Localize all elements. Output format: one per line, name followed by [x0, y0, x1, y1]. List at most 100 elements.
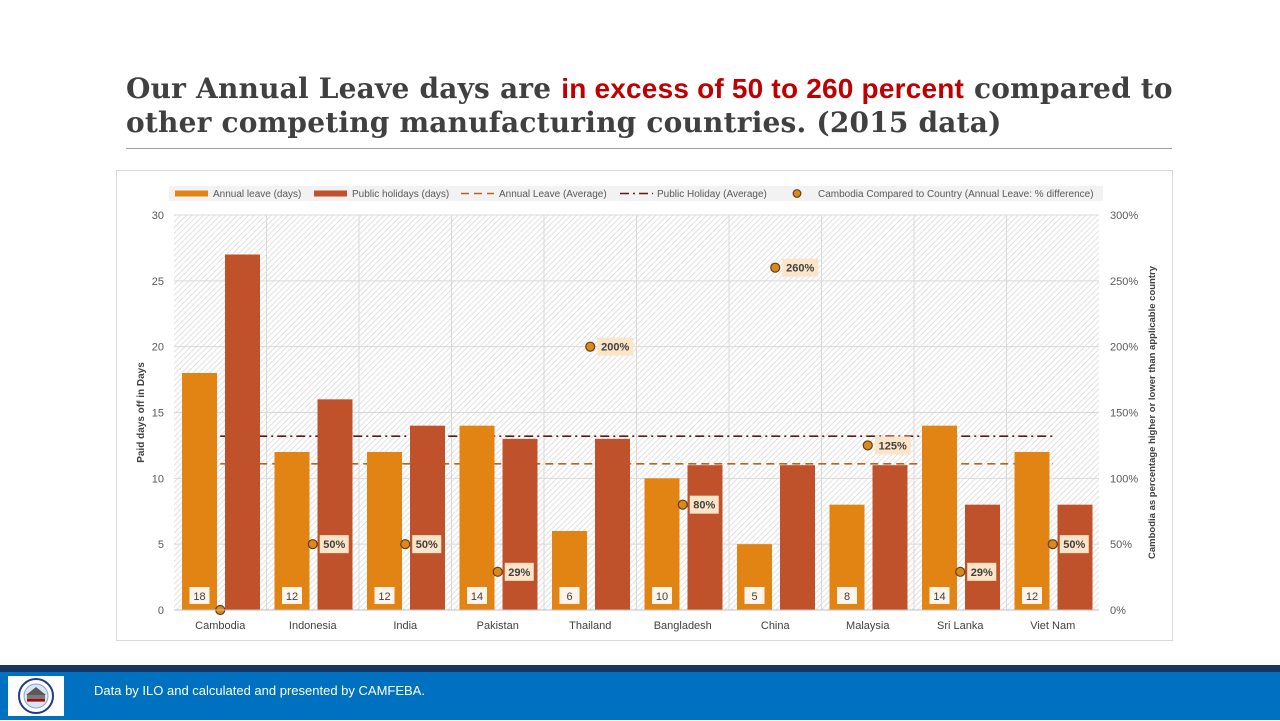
y-tick-label: 20	[152, 342, 164, 354]
annual-value-label-box	[1022, 587, 1042, 604]
public-holiday-bar	[317, 399, 353, 610]
legend-label: Public Holiday (Average)	[657, 189, 767, 200]
pct-label-box	[874, 436, 911, 455]
y-tick-label: 5	[158, 539, 164, 551]
annual-value-label: 18	[193, 591, 205, 603]
y-tick-label: 0	[158, 605, 164, 617]
pct-difference-marker	[1047, 539, 1058, 550]
y2-tick-label: 100%	[1110, 473, 1138, 485]
pct-label-box	[782, 258, 819, 277]
y2-tick-label: 150%	[1110, 408, 1138, 420]
annual-leave-bar	[459, 425, 495, 610]
legend-swatch-public	[314, 190, 347, 197]
title-divider	[126, 148, 1172, 149]
public-holiday-bar	[502, 438, 538, 610]
annual-leave-bar	[367, 452, 402, 610]
annual-value-label: 12	[1026, 591, 1038, 603]
x-tick-label: China	[761, 620, 791, 632]
legend-label: Annual Leave (Average)	[499, 189, 607, 200]
y2-tick-label: 50%	[1110, 539, 1132, 551]
annual-value-label: 12	[378, 591, 390, 603]
pct-difference-marker	[585, 341, 596, 352]
y-tick-label: 30	[152, 210, 164, 222]
slide-title: Our Annual Leave days are in excess of 5…	[126, 72, 1176, 140]
annual-leave-bar	[922, 425, 957, 610]
pct-label-box	[689, 495, 719, 514]
x-tick-label: India	[393, 620, 418, 632]
public-holiday-bar	[1057, 504, 1093, 610]
footer-source-note: Data by ILO and calculated and presented…	[94, 683, 425, 698]
annual-value-label-box	[559, 587, 580, 604]
y2-tick-label: 200%	[1110, 342, 1138, 354]
y2-tick-label: 0%	[1110, 605, 1126, 617]
legend-label: Cambodia Compared to Country (Annual Lea…	[818, 189, 1094, 200]
annual-value-label: 8	[844, 591, 850, 603]
public-holiday-bar	[872, 465, 908, 610]
pct-label: 50%	[1063, 539, 1085, 551]
annual-value-label: 14	[933, 591, 945, 603]
legend-background	[169, 186, 1103, 201]
x-tick-label: Bangladesh	[654, 620, 712, 632]
y2-tick-label: 300%	[1110, 210, 1138, 222]
x-tick-label: Pakistan	[477, 620, 519, 632]
x-tick-label: Cambodia	[195, 620, 246, 632]
camfeba-logo	[8, 676, 64, 716]
annual-value-label: 12	[286, 591, 298, 603]
y-axis-title: Paid days off in Days	[136, 362, 147, 463]
annual-leave-bar	[1014, 452, 1050, 610]
annual-value-label-box	[282, 587, 302, 604]
title-highlight: in excess of 50 to 260 percent	[561, 73, 965, 104]
camfeba-logo-icon	[18, 678, 54, 714]
title-part-1: Our Annual Leave days are	[126, 72, 562, 105]
pct-label-box	[597, 337, 634, 356]
legend-swatch-pct-marker	[792, 189, 802, 198]
x-tick-label: Viet Nam	[1030, 620, 1075, 632]
x-tick-label: Thailand	[569, 620, 611, 632]
pct-label: 80%	[693, 500, 715, 512]
pct-label-box	[967, 562, 997, 581]
public-holiday-bar	[780, 465, 815, 610]
x-tick-label: Sri Lanka	[937, 620, 984, 632]
pct-label: 29%	[971, 567, 993, 579]
annual-value-label: 6	[566, 591, 572, 603]
pct-label: 125%	[879, 440, 907, 452]
annual-value-label-box	[189, 587, 210, 604]
pct-label: 29%	[508, 567, 530, 579]
pct-difference-marker	[400, 539, 411, 550]
y2-tick-label: 250%	[1110, 276, 1138, 288]
y2-axis-title: Cambodia as percentage higher or lower t…	[1147, 265, 1158, 559]
public-holiday-bar	[225, 254, 260, 610]
pct-difference-marker	[770, 262, 781, 273]
combo-chart: 18 12 12 14 6 10 5 8 14 12 50% 50%29%200%80%260%12…	[136, 186, 1158, 632]
annual-value-label: 10	[656, 591, 668, 603]
annual-value-label-box	[837, 587, 857, 604]
public-holiday-bar	[410, 425, 445, 610]
annual-value-label-box	[467, 587, 487, 604]
pct-label-box	[319, 535, 349, 554]
y-tick-label: 15	[152, 408, 164, 420]
annual-value-label-box	[929, 587, 950, 604]
title-part-2: compared to other competing manufacturin…	[126, 72, 1173, 139]
pct-difference-marker	[677, 499, 688, 510]
y-tick-label: 25	[152, 276, 164, 288]
pct-label-box	[504, 562, 534, 581]
legend-label: Annual leave (days)	[213, 189, 301, 200]
x-tick-label: Malaysia	[846, 620, 890, 632]
y-tick-label: 10	[152, 473, 164, 485]
public-holiday-bar	[965, 504, 1000, 610]
pct-label: 50%	[416, 539, 438, 551]
pct-label: 50%	[323, 539, 345, 551]
annual-leave-bar	[274, 452, 310, 610]
annual-value-label: 14	[471, 591, 483, 603]
pct-difference-marker	[862, 440, 873, 451]
pct-label: 260%	[786, 263, 814, 275]
public-holiday-bar	[687, 465, 723, 610]
pct-difference-marker	[955, 566, 966, 577]
pct-difference-marker	[492, 566, 503, 577]
pct-label: 200%	[601, 342, 629, 354]
legend-swatch-annual	[175, 190, 208, 197]
footer-bar	[0, 672, 1280, 720]
chart-frame: 18 12 12 14 6 10 5 8 14 12 50% 50% 29% 200% 80% 260% 12…	[116, 170, 1173, 641]
annual-value-label-box	[744, 587, 765, 604]
x-tick-label: Indonesia	[289, 620, 338, 632]
